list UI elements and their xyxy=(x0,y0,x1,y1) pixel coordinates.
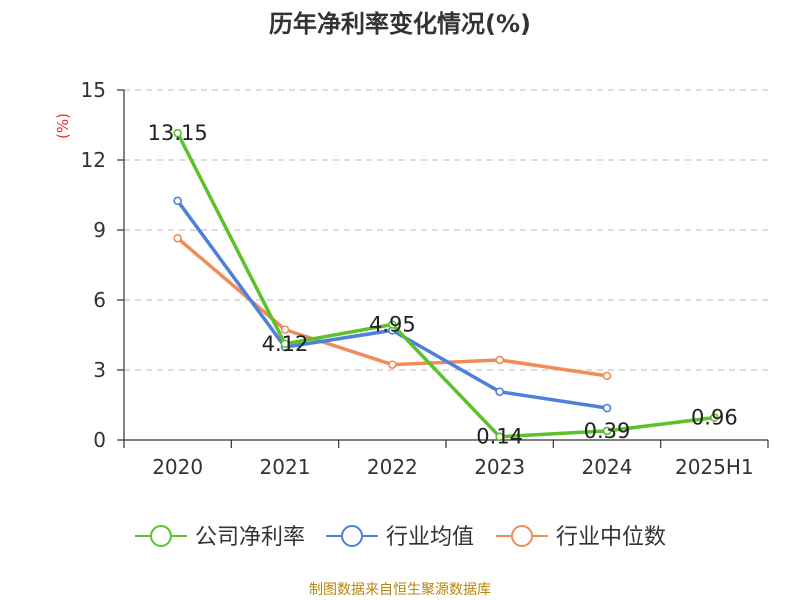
data-label: 4.95 xyxy=(369,313,416,337)
data-point xyxy=(173,233,182,243)
data-point xyxy=(280,339,290,349)
y-tick-label: 15 xyxy=(81,78,106,102)
data-point xyxy=(495,355,504,365)
data-label: 0.14 xyxy=(476,425,523,449)
data-point xyxy=(388,360,397,369)
legend: 公司净利率 行业均值 行业中位数 xyxy=(135,525,666,550)
series-line xyxy=(175,199,609,410)
data-label: 4.12 xyxy=(262,332,309,356)
y-tick-label: 3 xyxy=(93,358,106,382)
data-point xyxy=(388,320,397,329)
x-tick-label: 2021 xyxy=(260,455,311,479)
legend-item: 公司净利率 xyxy=(135,525,305,550)
y-tick-label: 9 xyxy=(93,218,106,242)
legend-marker xyxy=(150,525,172,547)
y-tick-label: 6 xyxy=(93,288,106,312)
x-tick-label: 2020 xyxy=(152,455,203,479)
data-point xyxy=(602,371,612,381)
series-line xyxy=(175,131,717,439)
grid-lines xyxy=(124,89,768,371)
data-point xyxy=(495,432,504,442)
y-axis-label: (%) xyxy=(54,113,72,139)
data-label: 0.96 xyxy=(691,406,738,430)
data-point xyxy=(173,196,182,206)
legend-item: 行业均值 xyxy=(326,525,474,550)
data-labels: 13.15 4.12 4.95 0.14 0.39 0.96 xyxy=(148,121,738,449)
axes: 0 3 6 9 12 15 2020 2021 2022 2023 2024 2025H1 xyxy=(81,78,769,479)
data-label: 13.15 xyxy=(148,121,208,145)
legend-label: 公司净利率 xyxy=(195,525,305,550)
x-tick-label: 2024 xyxy=(582,455,633,479)
x-tick-label: 2022 xyxy=(367,455,418,479)
data-point xyxy=(495,387,504,397)
legend-marker xyxy=(341,525,363,547)
x-tick-label: 2023 xyxy=(474,455,525,479)
y-tick-label: 12 xyxy=(81,148,106,172)
x-tick-label: 2025H1 xyxy=(675,455,754,479)
data-label: 0.39 xyxy=(584,419,631,443)
chart-title: 历年净利率变化情况(%) xyxy=(269,10,531,38)
data-point xyxy=(710,413,719,422)
legend-label: 行业中位数 xyxy=(556,525,666,550)
source-footer: 制图数据来自恒生聚源数据库 xyxy=(309,582,491,598)
y-tick-label: 0 xyxy=(93,428,106,452)
legend-item: 行业中位数 xyxy=(496,525,666,550)
data-point xyxy=(280,325,290,334)
data-point xyxy=(602,426,612,436)
data-point xyxy=(173,128,182,138)
data-point xyxy=(602,403,612,413)
legend-label: 行业均值 xyxy=(386,525,474,550)
series xyxy=(173,128,719,442)
legend-marker xyxy=(511,525,533,547)
